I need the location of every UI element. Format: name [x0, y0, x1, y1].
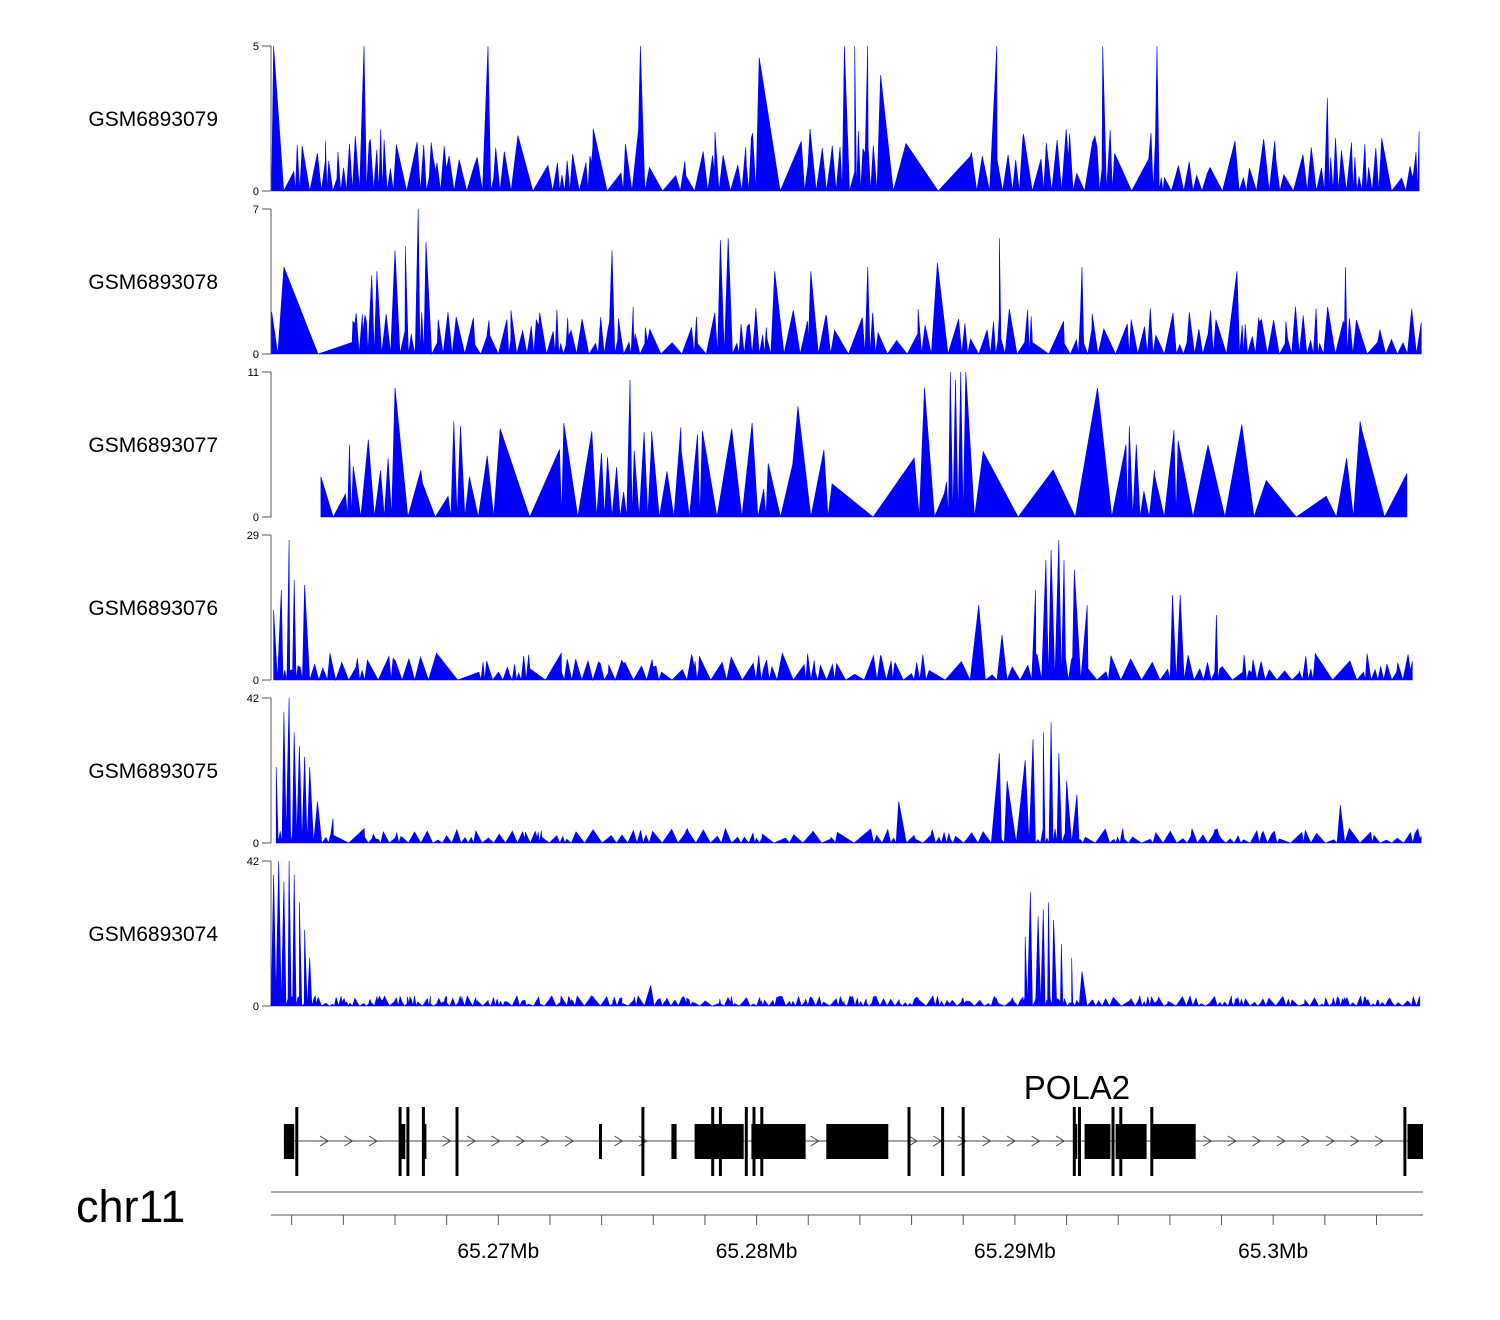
- y-min-label: 0: [253, 349, 259, 361]
- x-tick-label: 65.27Mb: [457, 1240, 539, 1263]
- gene-exon: [1115, 1124, 1147, 1159]
- gene-exon: [671, 1124, 677, 1159]
- y-max-label: 7: [253, 204, 259, 216]
- strand-arrow: [442, 1135, 452, 1147]
- coverage-track: GSM6893074 42 0: [88, 856, 1421, 1013]
- strand-arrow: [1203, 1135, 1213, 1147]
- gene-name-label: POLA2: [1024, 1069, 1130, 1106]
- y-min-label: 0: [253, 838, 259, 850]
- strand-arrow: [1301, 1135, 1311, 1147]
- y-max-label: 42: [247, 693, 259, 705]
- strand-arrow: [368, 1135, 378, 1147]
- strand-arrow: [1276, 1135, 1286, 1147]
- exon-boundary-mark: [1111, 1107, 1115, 1176]
- gene-exon: [283, 1124, 295, 1159]
- gene-model-track: POLA2: [283, 1069, 1423, 1176]
- gene-exon: [751, 1124, 806, 1159]
- exon-boundary-mark: [961, 1107, 965, 1176]
- track-label: GSM6893078: [88, 271, 218, 294]
- strand-arrow: [1325, 1135, 1335, 1147]
- coverage-area: [275, 697, 1422, 845]
- exon-boundary-mark: [455, 1107, 459, 1176]
- track-label: GSM6893076: [88, 597, 218, 620]
- coverage-track: GSM6893078 7 0: [88, 204, 1422, 361]
- track-label: GSM6893075: [88, 760, 218, 783]
- x-tick-label: 65.3Mb: [1238, 1240, 1308, 1263]
- y-min-label: 0: [253, 186, 259, 198]
- track-label: GSM6893074: [88, 923, 218, 946]
- coverage-track: GSM6893079 5 0: [88, 41, 1420, 198]
- x-tick-label: 65.28Mb: [716, 1240, 798, 1263]
- strand-arrow: [957, 1135, 967, 1147]
- strand-arrow: [516, 1135, 526, 1147]
- y-min-label: 0: [253, 675, 259, 687]
- strand-arrow: [908, 1135, 918, 1147]
- track-label: GSM6893079: [88, 108, 218, 131]
- gene-exon: [423, 1124, 427, 1159]
- exon-boundary-mark: [1078, 1107, 1081, 1176]
- coverage-area: [270, 860, 1421, 1008]
- strand-arrow: [810, 1135, 820, 1147]
- strand-arrow: [1350, 1135, 1360, 1147]
- gene-exon: [1074, 1124, 1078, 1159]
- exon-boundary-mark: [295, 1107, 299, 1176]
- strand-arrow: [1031, 1135, 1041, 1147]
- y-max-label: 29: [247, 530, 259, 542]
- strand-arrow: [1055, 1135, 1066, 1147]
- coverage-area: [271, 208, 1422, 356]
- y-max-label: 42: [247, 856, 259, 868]
- coverage-area: [273, 539, 1413, 682]
- coverage-area: [320, 371, 1408, 518]
- y-min-label: 0: [253, 512, 259, 524]
- y-min-label: 0: [253, 1001, 259, 1013]
- y-max-label: 5: [253, 41, 259, 53]
- exon-boundary-mark: [1403, 1107, 1407, 1176]
- coverage-tracks: GSM689307950GSM689307870GSM6893077110GSM…: [88, 41, 1422, 1013]
- strand-arrow: [1006, 1135, 1016, 1147]
- gene-exon: [1084, 1124, 1111, 1159]
- track-label: GSM6893077: [88, 434, 218, 457]
- strand-arrow: [491, 1135, 501, 1147]
- chromosome-label: chr11: [76, 1181, 185, 1232]
- strand-arrow: [982, 1135, 992, 1147]
- exon-boundary-mark: [406, 1107, 410, 1176]
- strand-arrow: [540, 1135, 550, 1147]
- exon-boundary-mark: [907, 1107, 911, 1176]
- gene-exon: [694, 1124, 744, 1159]
- gene-exon: [826, 1124, 889, 1159]
- strand-arrow: [1252, 1135, 1262, 1147]
- strand-arrow: [1374, 1135, 1385, 1147]
- strand-arrow: [614, 1135, 624, 1147]
- exon-boundary-mark: [941, 1107, 945, 1176]
- coverage-track: GSM6893075 42 0: [88, 693, 1422, 850]
- exon-boundary-mark: [641, 1107, 645, 1176]
- strand-arrow: [466, 1135, 477, 1147]
- gene-exon: [400, 1124, 406, 1159]
- coverage-track: GSM6893077 11 0: [88, 367, 1408, 524]
- strand-arrow: [1227, 1135, 1237, 1147]
- exon-boundary-mark: [744, 1107, 748, 1176]
- strand-arrow: [565, 1135, 575, 1147]
- x-tick-label: 65.29Mb: [974, 1240, 1056, 1263]
- genome-axis: chr11 65.27Mb 65.28Mb 65.29Mb 65.3Mb: [76, 1181, 1423, 1263]
- gene-exon: [1407, 1124, 1423, 1159]
- coverage-area: [271, 45, 1420, 193]
- y-max-label: 11: [248, 367, 259, 379]
- coverage-track: GSM6893076 29 0: [88, 530, 1413, 687]
- gene-exon: [599, 1124, 602, 1159]
- strand-arrow: [319, 1135, 329, 1147]
- strand-arrow: [344, 1135, 354, 1147]
- gene-exon: [1151, 1124, 1196, 1159]
